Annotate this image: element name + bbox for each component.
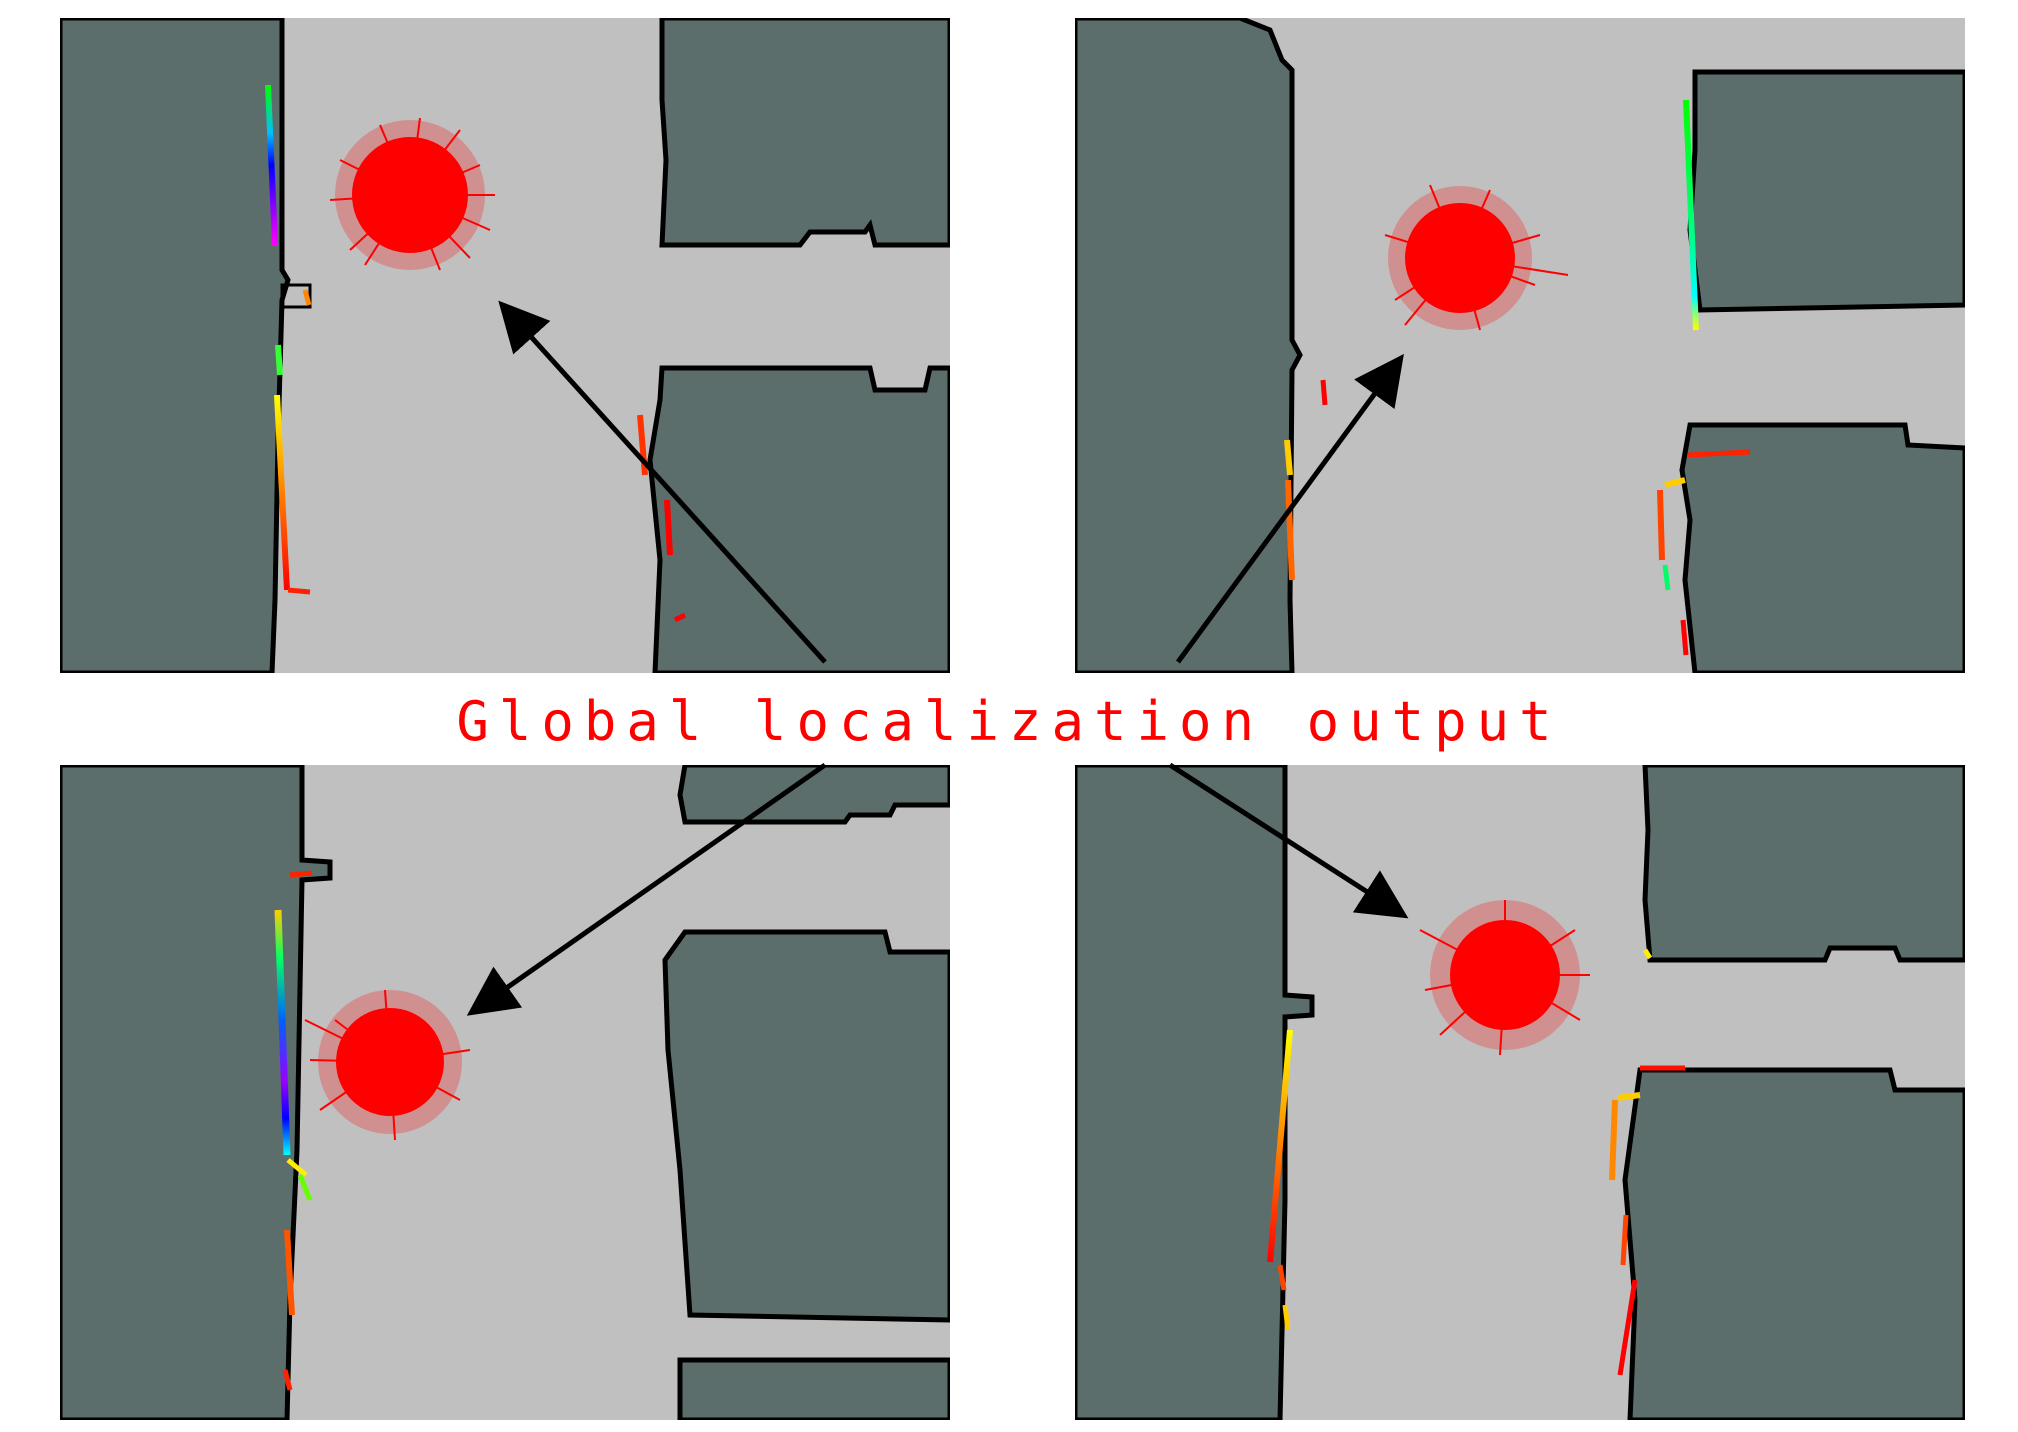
laser-scan-segment [275, 344, 283, 376]
arrow-to-top-right [1175, 353, 1404, 664]
laser-scan-segment [1620, 1214, 1629, 1266]
laser-scan-segment [274, 909, 291, 1156]
laser-scan-segment [302, 289, 312, 306]
laser-scan-segment [284, 1229, 295, 1316]
map-panel-bottom-right [1075, 765, 1965, 1420]
map-panel-top-left [60, 18, 950, 673]
laser-scan-segment [297, 1174, 313, 1201]
map-panel-top-right [1075, 18, 1965, 673]
laser-scan-segment [286, 1158, 308, 1177]
laser-scan-segment [1277, 1264, 1287, 1291]
obstacle-lower-right-block [677, 1357, 950, 1420]
obstacle-upper-right-block [1642, 765, 1965, 963]
particle-cloud [1419, 900, 1590, 1056]
callout-arrows [466, 300, 1409, 1016]
laser-scan-segment [664, 499, 673, 556]
laser-scan-segment [1664, 477, 1686, 488]
obstacle-left-wall [60, 18, 291, 673]
laser-scan-segment [265, 84, 278, 246]
laser-scan-segment [1642, 948, 1653, 960]
laser-scan-segment [1320, 379, 1328, 406]
particle-cloud [1384, 184, 1569, 331]
laser-scan-segment [1267, 1029, 1293, 1263]
laser-scan-segment [1662, 564, 1671, 591]
arrow-to-bottom-right [1168, 762, 1409, 919]
laser-scan-segment [289, 870, 313, 878]
arrow-to-top-left [498, 300, 827, 664]
laser-scan-segment [1285, 479, 1295, 581]
laser-scan-segment [1680, 619, 1689, 656]
laser-scan-segment [1687, 449, 1751, 458]
particle-cloud [304, 989, 471, 1141]
obstacle-lower-right-block [1679, 422, 1965, 673]
obstacle-lower-right-block [647, 365, 950, 673]
laser-scan-segment [274, 394, 290, 591]
laser-scan-segment [1282, 1304, 1291, 1331]
obstacle-left-wall [1075, 765, 1315, 1420]
laser-scan-segment [1683, 99, 1699, 331]
laser-scan-segment [1617, 1092, 1641, 1101]
laser-scan-segment [1657, 489, 1665, 561]
obstacle-middle-right-block [662, 929, 950, 1323]
obstacle-upper-right-block [659, 18, 950, 248]
laser-scan-segment [1284, 439, 1293, 476]
laser-scan-segment [1609, 1099, 1618, 1181]
obstacle-left-wall [1075, 18, 1303, 673]
map-panel-bottom-left [60, 765, 950, 1420]
laser-scan-segment [1617, 1279, 1638, 1376]
laser-scan-segment [673, 612, 687, 623]
obstacle-upper-right-block [1687, 69, 1965, 313]
particle-cloud [329, 117, 495, 271]
obstacle-lower-right-block [1622, 1067, 1965, 1420]
arrow-to-bottom-left [466, 762, 827, 1016]
obstacle-upper-right-block [677, 765, 950, 825]
laser-scan-segment [282, 1369, 293, 1391]
laser-scan-segment [287, 587, 311, 595]
figure-caption: Global localization output [456, 690, 1562, 753]
obstacle-left-wall [60, 765, 333, 1420]
